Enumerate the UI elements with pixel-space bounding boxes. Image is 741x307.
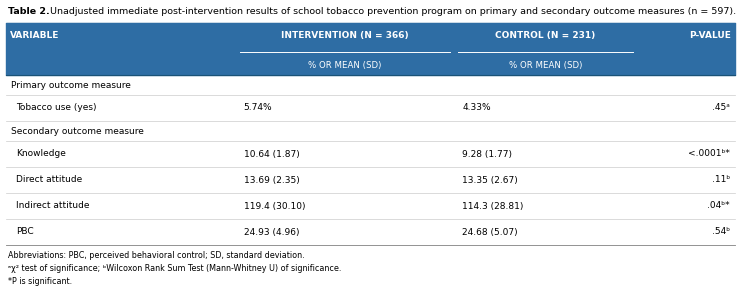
Text: 114.3 (28.81): 114.3 (28.81) [462, 201, 524, 211]
Bar [6, 219, 735, 245]
Text: Primary outcome measure: Primary outcome measure [11, 80, 131, 90]
Text: P-VALUE: P-VALUE [689, 31, 731, 40]
Text: .54ᵇ: .54ᵇ [712, 227, 730, 236]
Text: Unadjusted immediate post-intervention results of school tobacco prevention prog: Unadjusted immediate post-intervention r… [44, 7, 736, 16]
Text: .04ᵇ*: .04ᵇ* [708, 201, 730, 211]
Text: 24.68 (5.07): 24.68 (5.07) [462, 227, 518, 236]
Bar [6, 95, 735, 121]
Text: Knowledge: Knowledge [16, 150, 66, 158]
Text: INTERVENTION (N = 366): INTERVENTION (N = 366) [281, 31, 409, 40]
Bar [6, 167, 735, 193]
Text: 4.33%: 4.33% [462, 103, 491, 112]
Text: ᵃχ² test of significance; ᵇWilcoxon Rank Sum Test (Mann-Whitney U) of significan: ᵃχ² test of significance; ᵇWilcoxon Rank… [8, 264, 342, 273]
Text: % OR MEAN (SD): % OR MEAN (SD) [308, 61, 382, 70]
Text: PBC: PBC [16, 227, 33, 236]
Text: Indirect attitude: Indirect attitude [16, 201, 90, 211]
Text: 13.69 (2.35): 13.69 (2.35) [244, 176, 299, 185]
Text: 119.4 (30.10): 119.4 (30.10) [244, 201, 305, 211]
Text: 5.74%: 5.74% [244, 103, 272, 112]
Text: .11ᵇ: .11ᵇ [712, 176, 730, 185]
Text: 10.64 (1.87): 10.64 (1.87) [244, 150, 299, 158]
Text: 24.93 (4.96): 24.93 (4.96) [244, 227, 299, 236]
Bar [6, 23, 735, 75]
Text: .45ᵃ: .45ᵃ [712, 103, 730, 112]
Text: Secondary outcome measure: Secondary outcome measure [11, 126, 144, 135]
Bar [6, 193, 735, 219]
Text: Abbreviations: PBC, perceived behavioral control; SD, standard deviation.: Abbreviations: PBC, perceived behavioral… [8, 251, 305, 260]
Text: CONTROL (N = 231): CONTROL (N = 231) [495, 31, 596, 40]
Text: Table 2.: Table 2. [8, 7, 50, 16]
Bar [6, 141, 735, 167]
Bar [6, 121, 735, 141]
Text: VARIABLE: VARIABLE [10, 31, 59, 40]
Text: % OR MEAN (SD): % OR MEAN (SD) [509, 61, 582, 70]
Text: *P is significant.: *P is significant. [8, 277, 72, 286]
Text: <.0001ᵇ*: <.0001ᵇ* [688, 150, 730, 158]
Text: 9.28 (1.77): 9.28 (1.77) [462, 150, 512, 158]
Text: 13.35 (2.67): 13.35 (2.67) [462, 176, 518, 185]
Text: Tobacco use (yes): Tobacco use (yes) [16, 103, 96, 112]
Text: Direct attitude: Direct attitude [16, 176, 82, 185]
Bar [6, 75, 735, 95]
